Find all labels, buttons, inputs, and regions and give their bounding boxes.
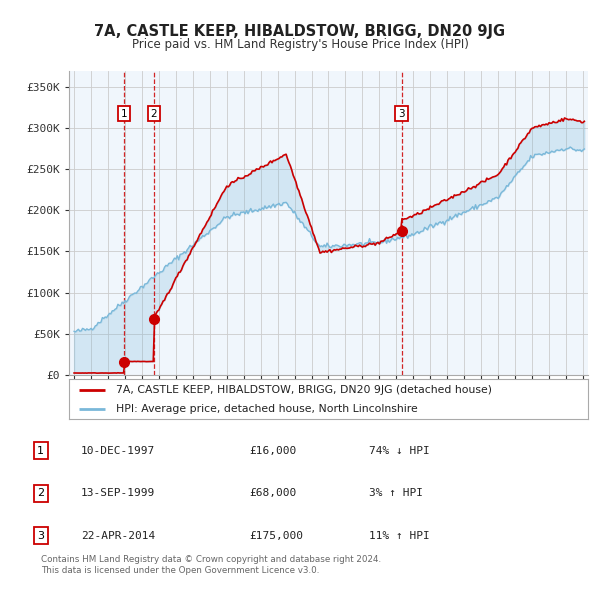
Text: 7A, CASTLE KEEP, HIBALDSTOW, BRIGG, DN20 9JG: 7A, CASTLE KEEP, HIBALDSTOW, BRIGG, DN20…	[94, 24, 506, 38]
Text: 74% ↓ HPI: 74% ↓ HPI	[369, 446, 430, 455]
Text: 3% ↑ HPI: 3% ↑ HPI	[369, 489, 423, 498]
Text: 3: 3	[398, 109, 405, 119]
Text: £175,000: £175,000	[249, 531, 303, 540]
Text: Price paid vs. HM Land Registry's House Price Index (HPI): Price paid vs. HM Land Registry's House …	[131, 38, 469, 51]
Text: 2: 2	[37, 489, 44, 498]
Text: This data is licensed under the Open Government Licence v3.0.: This data is licensed under the Open Gov…	[41, 566, 319, 575]
Text: £68,000: £68,000	[249, 489, 296, 498]
Text: 11% ↑ HPI: 11% ↑ HPI	[369, 531, 430, 540]
Text: £16,000: £16,000	[249, 446, 296, 455]
Text: 1: 1	[37, 446, 44, 455]
Text: Contains HM Land Registry data © Crown copyright and database right 2024.: Contains HM Land Registry data © Crown c…	[41, 555, 381, 563]
Text: 10-DEC-1997: 10-DEC-1997	[81, 446, 155, 455]
Text: 22-APR-2014: 22-APR-2014	[81, 531, 155, 540]
Text: 13-SEP-1999: 13-SEP-1999	[81, 489, 155, 498]
Text: 1: 1	[121, 109, 127, 119]
Text: 3: 3	[37, 531, 44, 540]
Text: 7A, CASTLE KEEP, HIBALDSTOW, BRIGG, DN20 9JG (detached house): 7A, CASTLE KEEP, HIBALDSTOW, BRIGG, DN20…	[116, 385, 492, 395]
Text: 2: 2	[151, 109, 157, 119]
Text: HPI: Average price, detached house, North Lincolnshire: HPI: Average price, detached house, Nort…	[116, 404, 418, 414]
